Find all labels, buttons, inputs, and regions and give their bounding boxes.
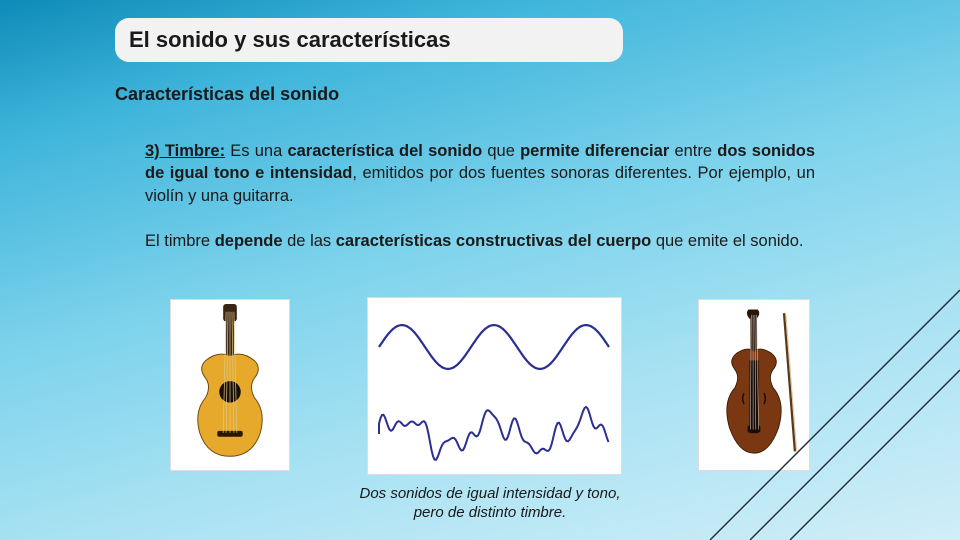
title-box: El sonido y sus características xyxy=(115,18,623,62)
p1-seg3: entre xyxy=(669,142,717,160)
paragraph-depende: El timbre depende de las características… xyxy=(145,230,815,252)
waveforms-image xyxy=(367,297,622,475)
p1-b1: característica del sonido xyxy=(287,142,482,160)
p2-seg3: que emite el sonido. xyxy=(651,232,803,250)
p1-seg1: Es una xyxy=(225,142,287,160)
title-text: El sonido y sus características xyxy=(129,27,451,53)
images-row xyxy=(170,295,810,475)
caption: Dos sonidos de igual intensidad y tono, … xyxy=(300,485,680,523)
caption-line1: Dos sonidos de igual intensidad y tono, xyxy=(359,485,620,502)
guitar-image xyxy=(170,299,290,471)
caption-line2: pero de distinto timbre. xyxy=(414,504,567,521)
p1-lead: 3) Timbre: xyxy=(145,142,225,160)
p1-b2: permite diferenciar xyxy=(520,142,669,160)
subtitle: Características del sonido xyxy=(115,84,339,105)
p2-b2: características constructivas del cuerpo xyxy=(336,232,651,250)
paragraph-timbre: 3) Timbre: Es una característica del son… xyxy=(145,140,815,207)
p2-seg1: El timbre xyxy=(145,232,215,250)
violin-image xyxy=(698,299,810,471)
p2-b1: depende xyxy=(215,232,283,250)
p2-seg2: de las xyxy=(283,232,336,250)
p1-seg2: que xyxy=(482,142,520,160)
